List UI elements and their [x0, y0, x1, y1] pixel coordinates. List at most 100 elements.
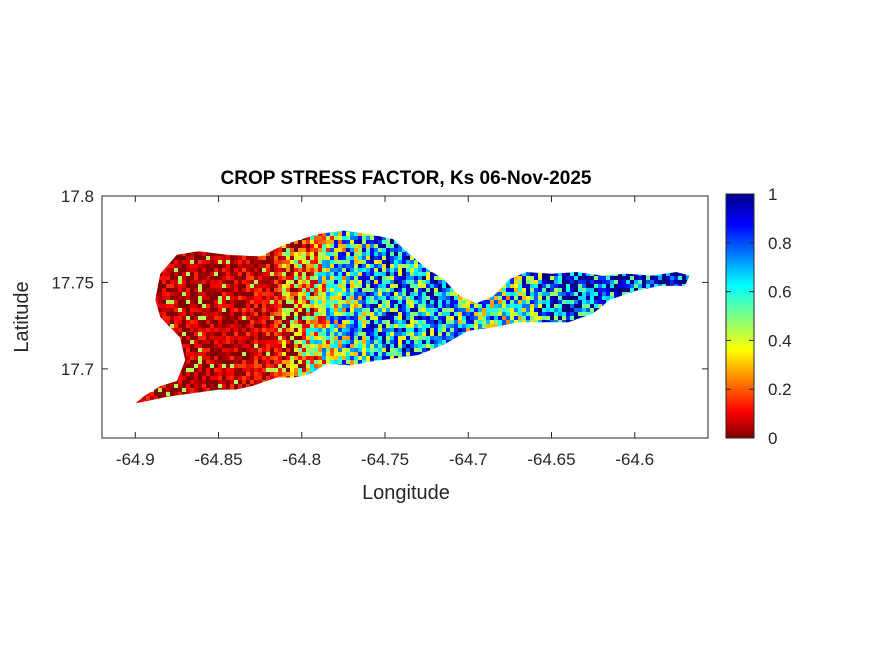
heatmap-cell [222, 308, 227, 313]
heatmap-cell [218, 256, 223, 261]
heatmap-cell [578, 284, 583, 289]
heatmap-cell [326, 268, 331, 273]
heatmap-cell [302, 292, 307, 297]
heatmap-cell [178, 300, 183, 305]
heatmap-cell [426, 288, 431, 293]
heatmap-cell [422, 292, 427, 297]
heatmap-cell [230, 320, 235, 325]
heatmap-cell [550, 284, 555, 289]
heatmap-cell [482, 304, 487, 309]
heatmap-cell [682, 280, 687, 285]
heatmap-cell [186, 288, 191, 293]
heatmap-cell [254, 264, 259, 269]
heatmap-cell [398, 256, 403, 261]
heatmap-cell [246, 260, 251, 265]
heatmap-cell [630, 280, 635, 285]
heatmap-cell [538, 272, 543, 277]
heatmap-cell [266, 312, 271, 317]
heatmap-cell [286, 320, 291, 325]
heatmap-cell [222, 272, 227, 277]
heatmap-cell [338, 230, 343, 233]
heatmap-cell [362, 320, 367, 325]
heatmap-cell [338, 316, 343, 321]
heatmap-cell [386, 308, 391, 313]
heatmap-cell [570, 284, 575, 289]
heatmap-cell [390, 252, 395, 257]
heatmap-cell [254, 280, 259, 285]
heatmap-cell [522, 304, 527, 309]
heatmap-cell [578, 312, 583, 317]
heatmap-cell [350, 268, 355, 273]
heatmap-cell [426, 292, 431, 297]
heatmap-cell [370, 244, 375, 249]
heatmap-cell [390, 288, 395, 293]
heatmap-cell [526, 284, 531, 289]
heatmap-cell [262, 276, 267, 281]
heatmap-cell [310, 276, 315, 281]
heatmap-cell [174, 280, 179, 285]
heatmap-cell [550, 304, 555, 309]
heatmap-cell [678, 272, 683, 277]
heatmap-cell [270, 312, 275, 317]
heatmap-cell [198, 304, 203, 309]
heatmap-cell [494, 324, 499, 329]
heatmap-cell [530, 280, 535, 285]
heatmap-cell [302, 240, 307, 245]
heatmap-cell [330, 308, 335, 313]
heatmap-cell [154, 300, 159, 305]
heatmap-cell [242, 268, 247, 273]
heatmap-cell [374, 252, 379, 257]
heatmap-cell [170, 316, 175, 321]
heatmap-cell [162, 312, 167, 317]
heatmap-cell [250, 280, 255, 285]
heatmap-cell [410, 280, 415, 285]
heatmap-cell [422, 288, 427, 293]
heatmap-cell [422, 320, 427, 325]
heatmap-cell [314, 312, 319, 317]
heatmap-cell [406, 324, 411, 329]
heatmap-cell [338, 280, 343, 285]
heatmap-cell [286, 268, 291, 273]
heatmap-cell [206, 252, 211, 257]
heatmap-cell [394, 296, 399, 301]
heatmap-cell [370, 292, 375, 297]
heatmap-cell [182, 300, 187, 305]
heatmap-cell [270, 260, 275, 265]
heatmap-cell [246, 288, 251, 293]
heatmap-cell [298, 280, 303, 285]
heatmap-cell [210, 296, 215, 301]
heatmap-cell [530, 296, 535, 301]
heatmap-cell [550, 308, 555, 313]
heatmap-cell [646, 280, 651, 285]
heatmap-cell [166, 312, 171, 317]
heatmap-cell [594, 284, 599, 289]
heatmap-cell [214, 252, 219, 257]
heatmap-cell [234, 304, 239, 309]
heatmap-cell [274, 272, 279, 277]
heatmap-cell [358, 320, 363, 325]
heatmap-cell [242, 256, 247, 261]
heatmap-cell [398, 276, 403, 281]
heatmap-cell [270, 300, 275, 305]
heatmap-cell [238, 320, 243, 325]
heatmap-cell [322, 308, 327, 313]
heatmap-cell [558, 296, 563, 301]
heatmap-cell [414, 308, 419, 313]
heatmap-cell [194, 308, 199, 313]
heatmap-cell [342, 268, 347, 273]
heatmap-cell [446, 308, 451, 313]
heatmap-cell [298, 240, 303, 245]
heatmap-cell [294, 320, 299, 325]
heatmap-cell [506, 312, 511, 317]
heatmap-cell [402, 288, 407, 293]
heatmap-cell [302, 256, 307, 261]
heatmap-cell [434, 324, 439, 329]
heatmap-cell [266, 272, 271, 277]
heatmap-cell [182, 288, 187, 293]
heatmap-cell [230, 308, 235, 313]
heatmap-cell [378, 324, 383, 329]
heatmap-cell [234, 312, 239, 317]
heatmap-cell [430, 288, 435, 293]
heatmap-cell [534, 284, 539, 289]
heatmap-cell [318, 308, 323, 313]
